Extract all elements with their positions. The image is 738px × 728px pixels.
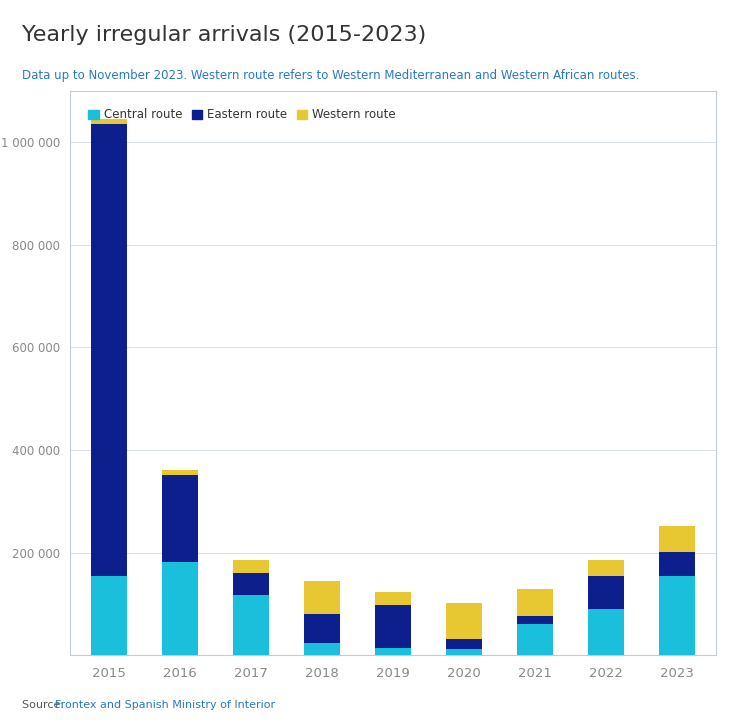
Bar [588,561,624,576]
Bar [162,562,198,655]
Bar [162,470,198,475]
Bar [92,124,127,576]
Text: Frontex and Spanish Ministry of Interior: Frontex and Spanish Ministry of Interior [55,700,275,710]
Bar [517,589,553,616]
Bar [233,573,269,595]
Legend: Central route, Eastern route, Western route: Central route, Eastern route, Western ro… [83,103,401,127]
Bar [659,576,694,655]
Text: Yearly irregular arrivals (2015-2023): Yearly irregular arrivals (2015-2023) [22,25,427,45]
Bar [233,560,269,573]
Bar [304,644,339,655]
Bar [304,614,339,644]
Bar [659,526,694,552]
Bar [588,576,624,609]
Bar [446,603,482,638]
Bar [446,649,482,655]
Bar [92,119,127,124]
Bar [304,581,339,614]
Bar [588,609,624,655]
Bar [92,576,127,655]
Bar [162,475,198,562]
Bar [233,595,269,655]
Bar [659,552,694,576]
Bar [517,616,553,625]
Bar [375,606,411,648]
Bar [446,638,482,649]
Bar [517,625,553,655]
Bar [375,592,411,606]
Text: Source:: Source: [22,700,68,710]
Text: Data up to November 2023. Western route refers to Western Mediterranean and West: Data up to November 2023. Western route … [22,69,640,82]
Bar [375,648,411,655]
